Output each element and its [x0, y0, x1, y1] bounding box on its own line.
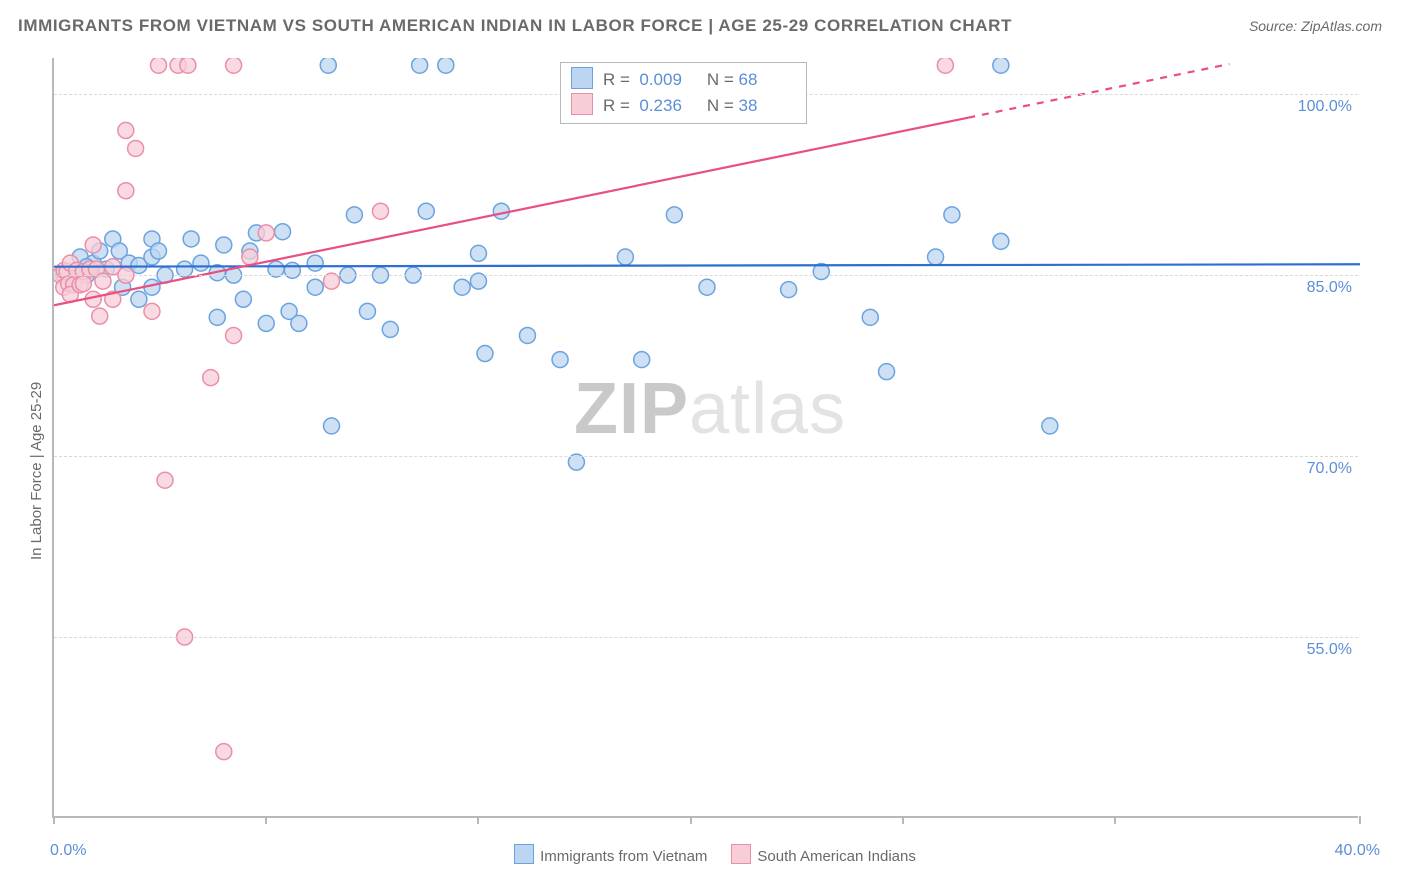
sai-point	[216, 744, 232, 760]
y-tick-label: 85.0%	[1307, 279, 1352, 297]
x-tick	[690, 816, 692, 824]
sai-swatch	[571, 93, 593, 115]
sai-point	[258, 225, 274, 241]
x-tick	[477, 816, 479, 824]
vietnam-point	[862, 309, 878, 325]
x-tick	[265, 816, 267, 824]
vietnam-point	[666, 207, 682, 223]
vietnam-point	[438, 58, 454, 73]
x-tick	[902, 816, 904, 824]
stats-row-sai: R = 0.236 N = 38	[571, 93, 796, 119]
sai-trendline	[54, 118, 968, 306]
gridline	[54, 275, 1358, 276]
chart-svg	[54, 58, 1360, 818]
chart-source: Source: ZipAtlas.com	[1249, 18, 1382, 34]
vietnam-point	[634, 352, 650, 368]
vietnam-point	[235, 291, 251, 307]
sai-r: 0.236	[639, 93, 697, 119]
vietnam-point	[1042, 418, 1058, 434]
vietnam-point	[993, 233, 1009, 249]
sai-point	[373, 203, 389, 219]
vietnam-point	[209, 309, 225, 325]
vietnam-point	[258, 315, 274, 331]
vietnam-point	[879, 364, 895, 380]
vietnam-point	[552, 352, 568, 368]
x-tick	[1359, 816, 1361, 824]
vietnam-point	[470, 245, 486, 261]
sai-point	[226, 58, 242, 73]
vietnam-point	[944, 207, 960, 223]
vietnam-point	[493, 203, 509, 219]
sai-point	[85, 237, 101, 253]
sai-point	[75, 276, 91, 292]
sai-point	[92, 308, 108, 324]
sai-point	[118, 122, 134, 138]
vietnam-point	[216, 237, 232, 253]
vietnam-point	[699, 279, 715, 295]
vietnam-point	[346, 207, 362, 223]
vietnam-point	[617, 249, 633, 265]
y-tick-label: 70.0%	[1307, 460, 1352, 478]
sai-trendline-dash	[968, 64, 1229, 118]
gridline	[54, 637, 1358, 638]
sai-legend-label: South American Indians	[757, 848, 915, 865]
stats-row-vietnam: R = 0.009 N = 68	[571, 67, 796, 93]
vietnam-point	[928, 249, 944, 265]
sai-point	[118, 183, 134, 199]
vietnam-point	[412, 58, 428, 73]
vietnam-legend-label: Immigrants from Vietnam	[540, 848, 707, 865]
vietnam-point	[183, 231, 199, 247]
stats-legend: R = 0.009 N = 68R = 0.236 N = 38	[560, 62, 807, 124]
vietnam-swatch	[571, 67, 593, 89]
sai-legend-swatch	[731, 844, 751, 864]
vietnam-n: 68	[738, 67, 796, 93]
x-tick	[53, 816, 55, 824]
chart-title: IMMIGRANTS FROM VIETNAM VS SOUTH AMERICA…	[18, 16, 1012, 36]
sai-point	[180, 58, 196, 73]
sai-n: 38	[738, 93, 796, 119]
sai-point	[150, 58, 166, 73]
y-tick-label: 100.0%	[1298, 98, 1352, 116]
vietnam-point	[477, 346, 493, 362]
sai-point	[144, 303, 160, 319]
vietnam-legend-swatch	[514, 844, 534, 864]
vietnam-point	[781, 282, 797, 298]
vietnam-point	[131, 291, 147, 307]
vietnam-r: 0.009	[639, 67, 697, 93]
vietnam-point	[193, 255, 209, 271]
vietnam-point	[418, 203, 434, 219]
vietnam-point	[359, 303, 375, 319]
vietnam-point	[275, 224, 291, 240]
y-axis-title: In Labor Force | Age 25-29	[28, 382, 45, 560]
vietnam-point	[307, 255, 323, 271]
vietnam-point	[993, 58, 1009, 73]
vietnam-point	[324, 418, 340, 434]
sai-point	[128, 140, 144, 156]
vietnam-point	[454, 279, 470, 295]
vietnam-point	[382, 321, 398, 337]
vietnam-point	[320, 58, 336, 73]
y-tick-label: 55.0%	[1307, 641, 1352, 659]
plot-area: ZIPatlas 55.0%70.0%85.0%100.0%	[52, 58, 1358, 818]
x-tick	[1114, 816, 1116, 824]
gridline	[54, 456, 1358, 457]
vietnam-point	[307, 279, 323, 295]
sai-point	[157, 472, 173, 488]
sai-point	[242, 249, 258, 265]
vietnam-point	[291, 315, 307, 331]
series-legend: Immigrants from Vietnam South American In…	[0, 844, 1406, 865]
vietnam-point	[150, 243, 166, 259]
vietnam-point	[519, 327, 535, 343]
sai-point	[203, 370, 219, 386]
sai-point	[937, 58, 953, 73]
sai-point	[226, 327, 242, 343]
